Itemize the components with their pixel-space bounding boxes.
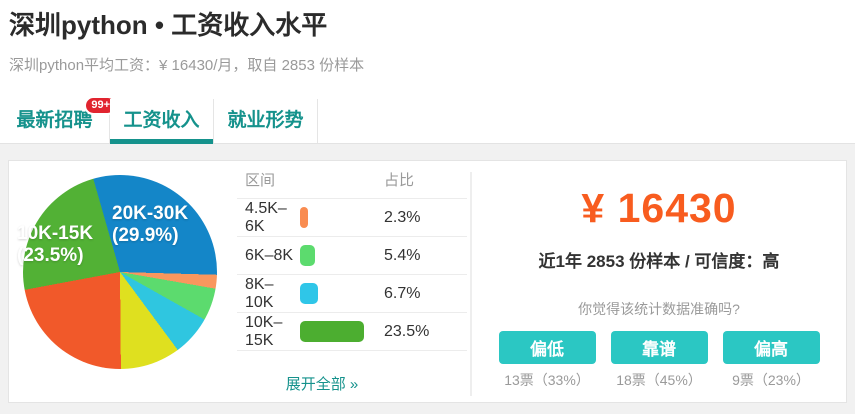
range-bar <box>300 207 308 228</box>
average-salary-panel: ¥ 16430 近1年 2853 份样本 / 可信度：高 你觉得该统计数据准确吗… <box>472 161 846 402</box>
salary-pie-chart <box>23 175 217 369</box>
column-header-percent: 占比 <box>384 172 415 189</box>
salary-range-table: 区间 占比 4.5K–6K 2.3% 6K–8K 5.4% 8K–10K 6.7… <box>237 161 467 394</box>
tab-employment-trend[interactable]: 就业形势 <box>214 99 318 143</box>
tab-latest-jobs-label: 最新招聘 <box>16 110 93 131</box>
page-title: 深圳python • 工资收入水平 <box>9 10 328 40</box>
pie-label-10k-15k: 10K-15K (23.5%) <box>17 223 93 267</box>
tab-bar: 最新招聘 99+ 工资收入 就业形势 <box>0 96 855 144</box>
average-salary-amount: ¥ 16430 <box>581 185 737 231</box>
accuracy-question: 你觉得该统计数据准确吗? <box>578 301 740 317</box>
tab-salary-income-label: 工资收入 <box>123 110 200 131</box>
pie-label-percent: (29.9%) <box>112 225 179 246</box>
percent-value: 5.4% <box>384 246 421 264</box>
table-row: 6K–8K 5.4% <box>237 237 467 275</box>
vote-too-high-count: 9票（23%） <box>732 372 810 388</box>
table-row: 4.5K–6K 2.3% <box>237 199 467 237</box>
page-subtitle: 深圳python平均工资：¥ 16430/月，取自 2853 份样本 <box>9 57 365 74</box>
range-label: 10K–15K <box>245 313 283 349</box>
pie-label-range: 10K-15K <box>17 223 94 244</box>
pie-label-percent: (23.5%) <box>17 245 84 266</box>
column-header-range: 区间 <box>245 172 276 189</box>
range-bar <box>300 245 315 266</box>
table-row: 10K–15K 23.5% <box>237 313 467 351</box>
range-label: 6K–8K <box>245 246 294 264</box>
vote-too-high-button[interactable]: 偏高 <box>722 331 820 364</box>
sample-info: 近1年 2853 份样本 / 可信度：高 <box>538 252 780 271</box>
percent-value: 2.3% <box>384 208 421 226</box>
table-row: 8K–10K 6.7% <box>237 275 467 313</box>
content-background: 20K-30K (29.9%) 10K-15K (23.5%) 区间 占比 4.… <box>0 144 855 414</box>
range-label: 4.5K–6K <box>245 199 287 235</box>
percent-value: 23.5% <box>384 322 430 340</box>
page-header: 深圳python • 工资收入水平 深圳python平均工资：¥ 16430/月… <box>0 0 855 75</box>
tab-employment-trend-label: 就业形势 <box>227 110 304 131</box>
tab-salary-income[interactable]: 工资收入 <box>110 99 214 144</box>
vote-too-low-button[interactable]: 偏低 <box>498 331 596 364</box>
vote-button-row: 偏低 13票（33%） 靠谱 18票（45%） 偏高 9票（23%） <box>472 331 846 390</box>
expand-all-link[interactable]: 展开全部 » <box>285 376 359 393</box>
vertical-divider <box>470 172 472 396</box>
range-label: 8K–10K <box>245 275 274 311</box>
pie-label-range: 20K-30K <box>112 203 189 224</box>
vote-accurate-count: 18票（45%） <box>616 372 702 388</box>
salary-stats-card: 20K-30K (29.9%) 10K-15K (23.5%) 区间 占比 4.… <box>8 160 847 403</box>
range-bar <box>300 321 364 342</box>
table-header-row: 区间 占比 <box>237 161 467 199</box>
percent-value: 6.7% <box>384 284 421 302</box>
range-bar <box>300 283 318 304</box>
vote-too-low-count: 13票（33%） <box>504 372 590 388</box>
vote-accurate-button[interactable]: 靠谱 <box>610 331 708 364</box>
tab-latest-jobs[interactable]: 最新招聘 99+ <box>0 96 117 143</box>
pie-label-20k-30k: 20K-30K (29.9%) <box>112 203 188 247</box>
